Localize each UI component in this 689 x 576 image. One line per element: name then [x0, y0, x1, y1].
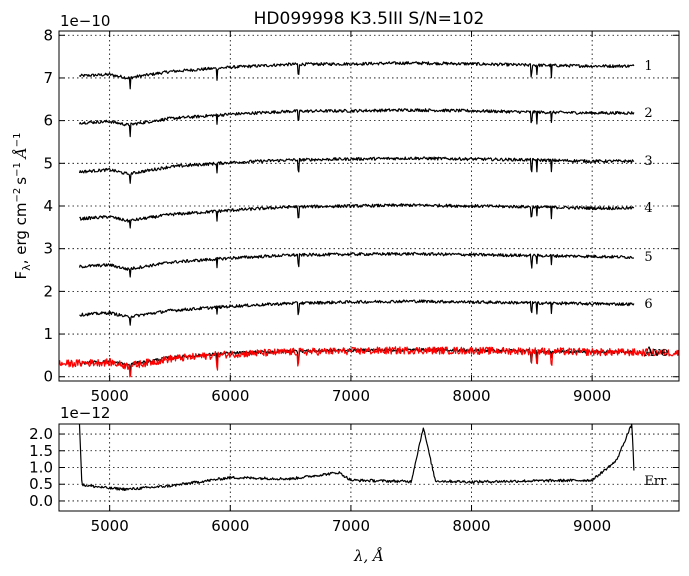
- bottom-y-tick-label: 1.0: [29, 459, 53, 477]
- top-series-ave-label: Ave: [643, 345, 668, 360]
- bottom-series-err-line: [78, 423, 635, 491]
- top-series-red-line: [58, 346, 680, 378]
- top-x-tick-label: 9000: [573, 387, 611, 405]
- top-series-1-label: 1: [644, 59, 652, 74]
- y-axis-label-rest: , erg cm: [12, 202, 30, 264]
- top-offset-label: 1e−10: [60, 12, 110, 30]
- bottom-y-tick-label: 2.0: [29, 425, 53, 443]
- top-y-tick-label: 7: [43, 69, 53, 87]
- bottom-x-tick-label: 6000: [211, 517, 249, 535]
- bottom-y-tick-label: 0.5: [29, 475, 53, 493]
- bottom-offset-label: 1e−12: [60, 404, 110, 422]
- top-series-6-label: 6: [644, 297, 652, 312]
- top-series-5-label: 5: [644, 250, 652, 265]
- y-axis-exp-minus2: −2: [12, 188, 23, 203]
- top-panel: 5000 6000 7000 8000 9000 0 1 2 3 4 5 6 7 8 1 2 3 4 5 6 Ave: [43, 26, 680, 405]
- bottom-x-tick-label: 8000: [452, 517, 490, 535]
- bottom-panel: 5000 6000 7000 8000 9000 0.00.51.01.52.0 Err: [29, 423, 680, 535]
- y-axis-label-sub: λ: [20, 264, 33, 271]
- bottom-x-tick-label: 7000: [332, 517, 370, 535]
- bottom-x-tick-label: 5000: [91, 517, 129, 535]
- top-y-tick-label: 4: [43, 197, 53, 215]
- bottom-y-tick-label: 0.0: [29, 492, 53, 510]
- bottom-series-err-label: Err: [644, 474, 667, 489]
- bottom-x-tick-label: 9000: [573, 517, 611, 535]
- top-series-4-label: 4: [644, 201, 652, 216]
- top-x-tick-label: 6000: [211, 387, 249, 405]
- top-series-2-line: [78, 108, 635, 138]
- top-series-1-line: [79, 61, 635, 90]
- top-y-tick-label: 5: [43, 154, 53, 172]
- y-axis-exp-minus1b: −1: [12, 133, 23, 148]
- y-axis-label-f: F: [12, 271, 30, 280]
- top-series-4-line: [79, 203, 635, 229]
- y-axis-label: Fλ, erg cm−2s−1Å−1: [12, 133, 33, 280]
- top-y-tick-label: 2: [43, 282, 53, 300]
- top-series-3-label: 3: [644, 154, 652, 169]
- y-axis-label-units: s: [12, 177, 30, 185]
- top-y-tick-label: 8: [43, 26, 53, 44]
- top-series-5-line: [78, 251, 635, 278]
- top-series-3-line: [78, 156, 635, 184]
- top-x-tick-label: 7000: [332, 387, 370, 405]
- chart-title: HD099998 K3.5III S/N=102: [254, 9, 485, 29]
- top-x-tick-label: 8000: [452, 387, 490, 405]
- top-y-tick-label: 1: [43, 325, 53, 343]
- bottom-plot-frame: [58, 423, 680, 512]
- y-axis-label-angstrom: Å: [12, 147, 30, 160]
- y-axis-exp-minus1a: −1: [12, 162, 23, 177]
- x-axis-label: λ, Å: [353, 547, 384, 565]
- top-series-6-line: [79, 299, 635, 326]
- bottom-y-tick-label: 1.5: [29, 442, 53, 460]
- top-series-2-label: 2: [644, 106, 652, 121]
- top-y-tick-label: 0: [43, 368, 53, 386]
- top-x-tick-label: 5000: [91, 387, 129, 405]
- top-y-tick-label: 3: [43, 240, 53, 258]
- top-y-tick-label: 6: [43, 112, 53, 130]
- top-plot-frame: [58, 30, 680, 382]
